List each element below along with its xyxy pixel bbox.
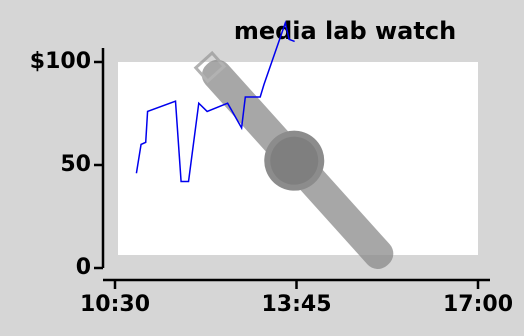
y-tick-label: 50 — [60, 152, 91, 177]
x-tick-label: 17:00 — [443, 292, 513, 317]
y-tick-label: 0 — [76, 255, 91, 280]
y-tick-label: $100 — [30, 49, 91, 74]
chart: media lab watch 0 50 $100 10:30 13:45 17:00 — [0, 0, 524, 336]
x-tick-label: 10:30 — [80, 292, 150, 317]
x-tick-label: 13:45 — [261, 292, 331, 317]
chart-title: media lab watch — [234, 17, 456, 45]
page: {"chart_data": {"type": "line", "title":… — [0, 0, 524, 336]
